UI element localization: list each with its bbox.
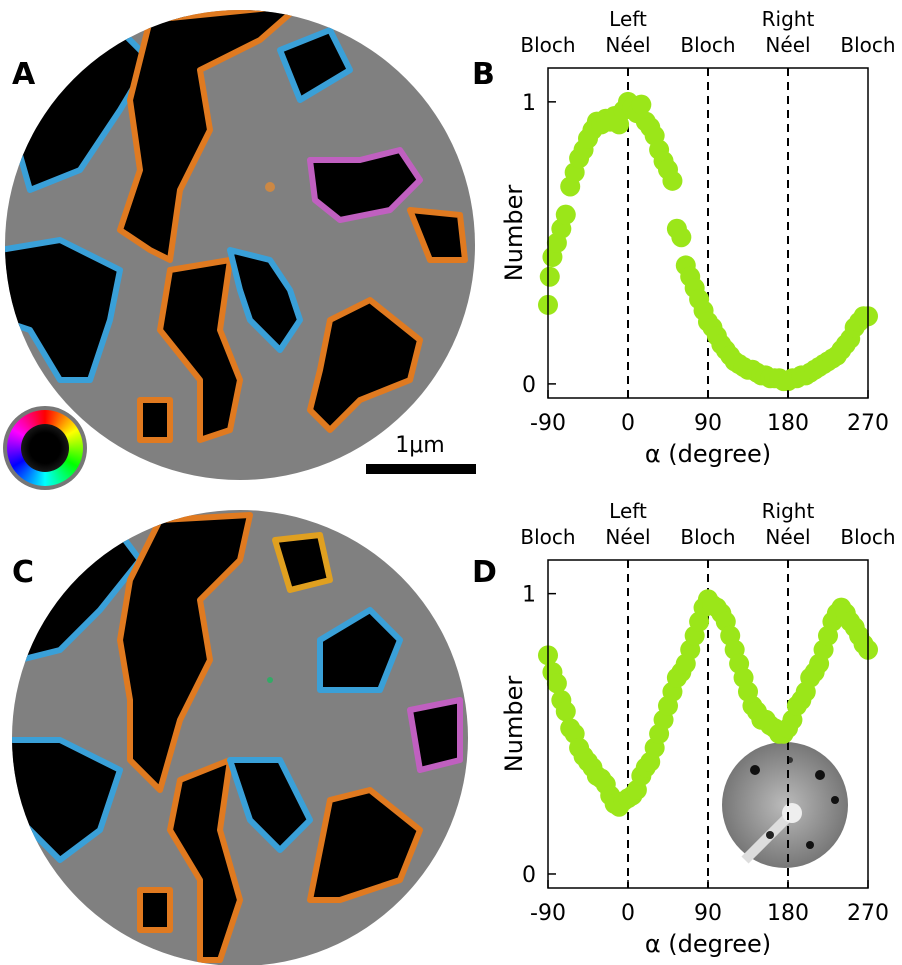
diffraction-inset	[722, 742, 848, 868]
panel-label: D	[472, 555, 497, 590]
x-axis-label: α (degree)	[645, 440, 771, 468]
point	[547, 673, 567, 693]
x-tick-label: 270	[847, 411, 889, 436]
panel-label: C	[12, 555, 34, 590]
x-axis-label: α (degree)	[645, 930, 771, 958]
x-tick-label: 0	[621, 411, 635, 436]
point	[631, 95, 651, 115]
y-axis-label: Number	[500, 676, 528, 773]
x-tick-label: 90	[694, 901, 722, 926]
annotation: Left	[609, 499, 647, 523]
annotation: Right	[762, 7, 815, 31]
point	[671, 227, 691, 247]
point	[556, 701, 576, 721]
x-tick-label: 90	[694, 411, 722, 436]
panel-label: A	[12, 57, 36, 92]
annotation: Néel	[765, 525, 810, 549]
x-tick-label: 270	[847, 901, 889, 926]
point	[556, 205, 576, 225]
x-tick-label: 0	[621, 901, 635, 926]
annotation: Bloch	[520, 525, 575, 549]
annotation: Bloch	[520, 33, 575, 57]
annotation: Néel	[605, 525, 650, 549]
panel-label: B	[472, 57, 495, 92]
annotation: Bloch	[680, 33, 735, 57]
x-tick-label: 180	[767, 901, 809, 926]
scale-bar-label: 1μm	[395, 433, 444, 458]
y-axis-label: Number	[500, 185, 528, 282]
figure: 1μm A C B -90 0 90 180 270 0 1 α (degree) Number B…	[0, 0, 902, 965]
domain-image-a	[0, 5, 475, 480]
point	[540, 267, 560, 287]
y-tick-label: 0	[522, 863, 536, 888]
x-tick-label: 180	[767, 411, 809, 436]
y-tick-label: 0	[522, 373, 536, 398]
annotation: Bloch	[840, 33, 895, 57]
color-wheel	[7, 410, 83, 486]
scale-bar	[366, 464, 476, 474]
x-tick-label: -90	[530, 901, 566, 926]
figure-svg: 1μm A C B -90 0 90 180 270 0 1 α (degree) Number B…	[0, 0, 902, 965]
y-tick-label: 1	[522, 583, 536, 608]
x-tick-label: -90	[530, 411, 566, 436]
annotation: Right	[762, 499, 815, 523]
annotation: Néel	[765, 33, 810, 57]
annotation: Néel	[605, 33, 650, 57]
y-tick-label: 1	[522, 91, 536, 116]
point	[662, 171, 682, 191]
annotation: Bloch	[680, 525, 735, 549]
domain-image-c	[0, 510, 468, 965]
annotation: Left	[609, 7, 647, 31]
annotation: Bloch	[840, 525, 895, 549]
